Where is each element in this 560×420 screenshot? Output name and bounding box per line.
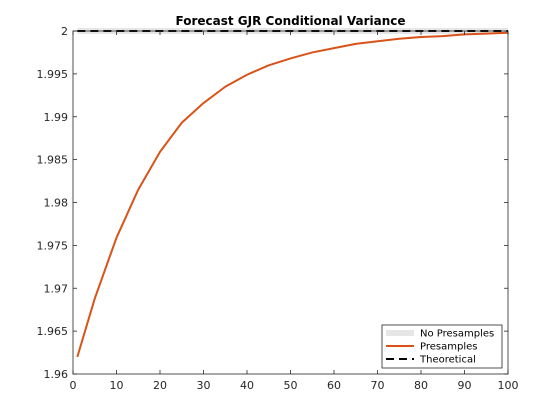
x-tick-label: 80 bbox=[414, 379, 428, 392]
x-tick-label: 90 bbox=[458, 379, 472, 392]
y-tick-label: 1.985 bbox=[37, 154, 69, 167]
x-tick-label: 20 bbox=[153, 379, 167, 392]
x-tick-label: 40 bbox=[240, 379, 254, 392]
y-tick-label: 1.975 bbox=[37, 239, 69, 252]
legend-label: No Presamples bbox=[420, 329, 494, 340]
series-line-presamples bbox=[76, 31, 509, 358]
x-tick-label: 50 bbox=[284, 379, 298, 392]
y-tick-label: 2 bbox=[61, 25, 68, 38]
legend-label: Presamples bbox=[420, 342, 477, 353]
x-tick-label: 100 bbox=[498, 379, 519, 392]
y-tick-label: 1.995 bbox=[37, 68, 69, 81]
legend-items: No Presamples Presamples Theoretical bbox=[386, 329, 494, 366]
legend-label: Theoretical bbox=[419, 355, 476, 366]
y-tick-label: 1.96 bbox=[44, 368, 69, 381]
y-tick-label: 1.98 bbox=[44, 197, 69, 210]
ticks-layer: 0 10 20 30 40 50 60 70 80 90 100 1.96 1.965 1.97 1.975… bbox=[37, 25, 519, 392]
chart-title: Forecast GJR Conditional Variance bbox=[176, 14, 406, 28]
y-tick-label: 1.99 bbox=[44, 111, 69, 124]
y-tick-label: 1.97 bbox=[44, 282, 69, 295]
x-tick-label: 60 bbox=[327, 379, 341, 392]
x-tick-label: 30 bbox=[197, 379, 211, 392]
x-tick-label: 70 bbox=[371, 379, 385, 392]
x-tick-label: 0 bbox=[70, 379, 77, 392]
y-tick-label: 1.965 bbox=[37, 325, 69, 338]
x-tick-label: 10 bbox=[110, 379, 124, 392]
legend: No Presamples Presamples Theoretical bbox=[381, 324, 503, 369]
axes-background bbox=[73, 31, 508, 374]
